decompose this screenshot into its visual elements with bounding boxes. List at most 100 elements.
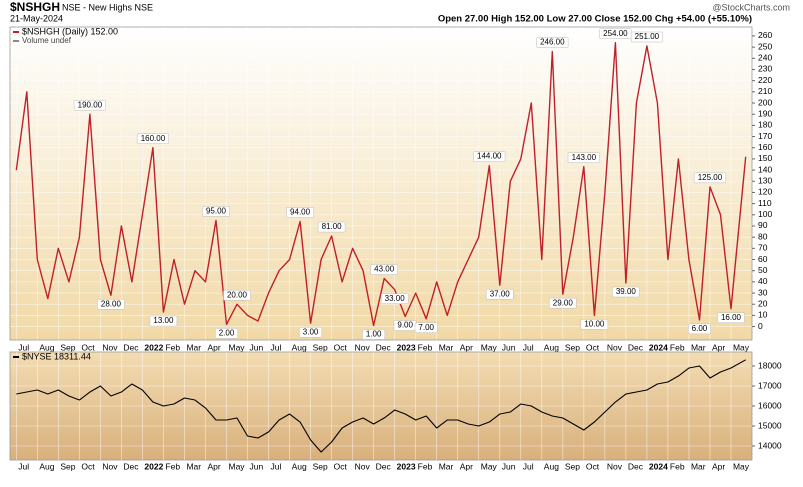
- annotation-box: [567, 152, 600, 163]
- x-tick-label: Mar: [186, 461, 201, 471]
- x-tick-label: Feb: [670, 461, 685, 471]
- annotation: 2.00: [219, 328, 235, 337]
- x-tick-label: May: [733, 342, 750, 352]
- annotation: 190.00: [78, 100, 103, 109]
- annotation-box: [215, 328, 238, 339]
- x-tick-label: Dec: [628, 342, 644, 352]
- annotation: 10.00: [584, 320, 605, 329]
- y-tick-label: 50: [758, 265, 768, 275]
- annotation-box: [717, 312, 745, 323]
- date: 21-May-2024: [10, 13, 63, 23]
- annotation: 125.00: [698, 173, 723, 182]
- annotation-box: [362, 329, 386, 340]
- y-tick-label: 17000: [758, 380, 782, 390]
- x-tick-label: Jul: [18, 461, 29, 471]
- x-tick-label: Jul: [271, 342, 282, 352]
- annotation: 6.00: [692, 324, 708, 333]
- y-tick-label: 0: [758, 321, 763, 331]
- x-tick-label: Jul: [271, 461, 282, 471]
- annotation-box: [317, 221, 346, 233]
- annotation-box: [380, 293, 409, 304]
- x-tick-label: Sep: [60, 461, 75, 471]
- x-tick-label: Sep: [565, 342, 580, 352]
- x-tick-label: Mar: [439, 342, 454, 352]
- x-tick-label: Jun: [250, 342, 264, 352]
- annotation-box: [223, 289, 251, 301]
- y-tick-label: 170: [758, 131, 772, 141]
- annotation: 143.00: [572, 153, 597, 162]
- x-tick-label: Jun: [502, 342, 516, 352]
- y-tick-label: 20: [758, 298, 768, 308]
- y-tick-label: 16000: [758, 400, 782, 410]
- annotation: 9.00: [397, 321, 413, 330]
- annotation: 251.00: [635, 32, 660, 41]
- annotation-box: [73, 99, 106, 111]
- x-tick-label: Nov: [607, 461, 623, 471]
- x-tick-label: May: [733, 461, 750, 471]
- x-tick-label: Mar: [691, 342, 706, 352]
- y-tick-label: 18000: [758, 360, 782, 370]
- x-tick-label: Nov: [355, 461, 371, 471]
- x-tick-label: 2023: [397, 342, 416, 352]
- x-tick-label: 2022: [144, 461, 163, 471]
- x-tick-label: 2024: [649, 342, 668, 352]
- annotation-box: [370, 264, 398, 275]
- x-tick-label: Feb: [165, 342, 180, 352]
- x-tick-label: Aug: [39, 461, 54, 471]
- annotation-box: [136, 133, 169, 144]
- x-tick-label: May: [229, 461, 246, 471]
- x-tick-label: Dec: [376, 342, 392, 352]
- annotation-box: [473, 151, 506, 162]
- x-tick-label: Nov: [102, 342, 118, 352]
- x-tick-label: Dec: [123, 461, 139, 471]
- x-tick-label: Oct: [334, 342, 348, 352]
- annotation-box: [688, 323, 711, 335]
- annotation-box: [414, 322, 438, 334]
- x-tick-label: Dec: [376, 461, 392, 471]
- series-line: [16, 359, 746, 453]
- x-tick-label: Sep: [565, 461, 580, 471]
- legend-label: Volume undef: [22, 36, 72, 45]
- annotation: 81.00: [322, 222, 343, 231]
- annotation: 1.00: [366, 330, 382, 339]
- annotation: 20.00: [227, 290, 248, 299]
- x-tick-label: Dec: [628, 461, 644, 471]
- x-tick-label: Apr: [460, 342, 473, 352]
- x-tick-label: Feb: [418, 461, 433, 471]
- x-tick-label: Sep: [60, 342, 75, 352]
- x-tick-label: 2024: [649, 461, 668, 471]
- x-tick-label: Mar: [439, 461, 454, 471]
- x-tick-label: Nov: [102, 461, 118, 471]
- x-tick-label: Aug: [544, 342, 559, 352]
- x-tick-label: Aug: [292, 342, 307, 352]
- title: NSE - New Highs NSE: [62, 2, 153, 12]
- y-tick-label: 110: [758, 198, 772, 208]
- x-tick-label: Aug: [544, 461, 559, 471]
- x-tick-label: Aug: [39, 342, 54, 352]
- y-tick-label: 120: [758, 187, 772, 197]
- x-tick-label: Nov: [355, 342, 371, 352]
- x-tick-label: Oct: [586, 342, 600, 352]
- x-tick-label: Aug: [292, 461, 307, 471]
- y-tick-label: 15000: [758, 420, 782, 430]
- annotation: 246.00: [540, 38, 565, 47]
- annotation: 28.00: [101, 299, 122, 308]
- symbol: $NSHGH: [10, 0, 60, 14]
- x-tick-label: Feb: [165, 461, 180, 471]
- annotation: 95.00: [206, 206, 227, 215]
- y-tick-label: 190: [758, 108, 772, 118]
- y-tick-label: 150: [758, 153, 772, 163]
- x-tick-label: Jun: [502, 461, 516, 471]
- annotation: 94.00: [290, 208, 311, 217]
- annotation-box: [549, 297, 577, 309]
- y-tick-label: 230: [758, 64, 772, 74]
- x-tick-label: Oct: [586, 461, 600, 471]
- y-tick-label: 220: [758, 75, 772, 85]
- annotation: 13.00: [153, 316, 174, 325]
- x-tick-label: Feb: [418, 342, 433, 352]
- y-tick-label: 10: [758, 310, 768, 320]
- x-tick-label: Apr: [712, 342, 725, 352]
- annotation: 3.00: [303, 327, 319, 336]
- y-tick-label: 90: [758, 220, 768, 230]
